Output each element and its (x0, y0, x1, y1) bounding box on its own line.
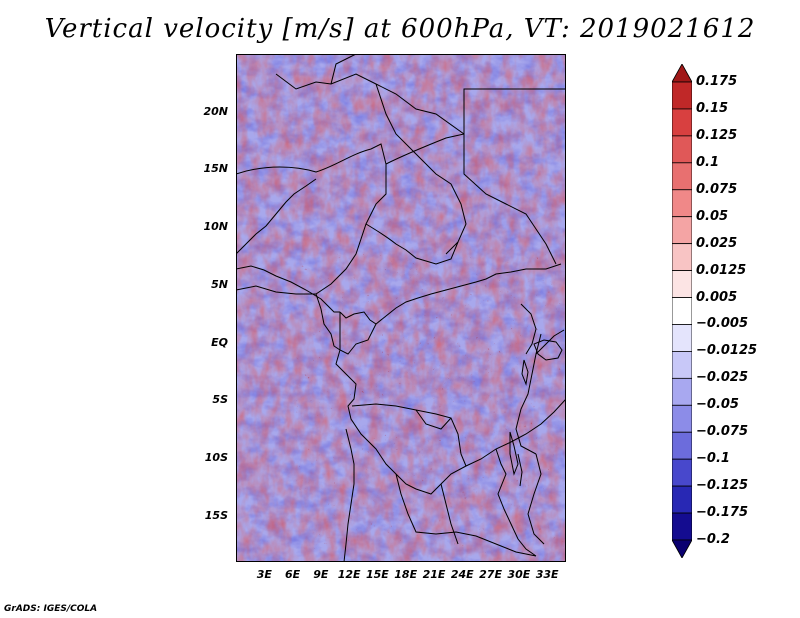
colorbar-swatch (671, 485, 693, 514)
colorbar-swatch (671, 270, 693, 298)
lon-tick-label: 27E (479, 568, 502, 581)
lat-tick-label: 15S (204, 508, 228, 522)
colorbar-tick-label: 0.125 (696, 127, 738, 143)
colorbar-tick-label: −0.0125 (696, 343, 758, 359)
colorbar-swatch (671, 458, 693, 487)
colorbar-tick-label: −0.025 (696, 370, 749, 386)
lon-tick-label: 6E (284, 568, 301, 581)
lon-tick-label: 3E (256, 568, 272, 581)
colorbar-swatch (671, 377, 693, 406)
colorbar-swatch (671, 81, 693, 110)
colorbar-tick-label: 0.075 (696, 181, 738, 197)
colorbar (671, 63, 693, 559)
lat-tick-label: EQ (211, 335, 228, 349)
colorbar-swatches (671, 63, 693, 559)
colorbar-tick-label: −0.125 (696, 478, 749, 494)
colorbar-swatch (671, 351, 693, 379)
colorbar-bottom-arrow (671, 539, 693, 559)
colorbar-swatch (671, 135, 693, 164)
colorbar-swatch (671, 324, 693, 352)
lat-tick-label: 15N (203, 162, 228, 176)
colorbar-tick-label: 0.175 (696, 74, 738, 89)
convective-speckle (296, 254, 566, 554)
colorbar-swatch (671, 243, 693, 271)
colorbar-swatch (671, 162, 693, 191)
lon-tick-label: 24E (450, 568, 474, 581)
colorbar-swatch (671, 512, 693, 541)
lon-tick-label: 33E (535, 568, 559, 581)
colorbar-tick-label: 0.0125 (696, 262, 747, 278)
lon-tick-label: 9E (313, 568, 329, 581)
colorbar-tick-label: 0.1 (696, 154, 720, 170)
colorbar-tick-label: 0.005 (696, 289, 738, 305)
colorbar-swatch (671, 431, 693, 460)
colorbar-swatch (671, 404, 693, 433)
lon-tick-label: 12E (337, 568, 361, 581)
colorbar-tick-label: 0.05 (696, 208, 729, 224)
plot-title: Vertical velocity [m/s] at 600hPa, VT: 2… (44, 14, 756, 44)
lakes (509, 339, 563, 487)
lat-tick-label: 5S (212, 393, 228, 407)
colorbar-tick-label: 0.15 (696, 100, 729, 116)
map-frame (236, 54, 566, 562)
lat-tick-label: 10N (203, 220, 228, 234)
colorbar-tick-label: −0.1 (696, 451, 730, 467)
colorbar-tick-label: −0.075 (696, 424, 749, 440)
lat-tick-label: 10S (204, 451, 228, 465)
colorbar-top-arrow (671, 63, 693, 83)
colorbar-tick-label: −0.005 (696, 316, 749, 332)
colorbar-tick-label: 0.025 (696, 235, 738, 251)
country-borders (236, 54, 566, 562)
lon-tick-label: 30E (507, 568, 531, 581)
lon-tick-label: 21E (422, 568, 446, 581)
colorbar-swatch (671, 189, 693, 218)
lat-tick-label: 5N (211, 277, 228, 291)
lat-tick-label: 20N (203, 104, 228, 118)
colorbar-tick-label: −0.05 (696, 397, 739, 413)
colorbar-swatch (671, 108, 693, 137)
credit-text: GrADS: IGES/COLA (4, 604, 98, 614)
map-panel (236, 54, 566, 562)
colorbar-swatch (671, 297, 693, 325)
colorbar-swatch (671, 216, 693, 245)
colorbar-tick-label: −0.2 (696, 532, 730, 547)
lon-tick-label: 18E (394, 568, 418, 581)
vertical-velocity-map (236, 54, 566, 562)
colorbar-tick-label: −0.175 (696, 505, 749, 521)
lon-tick-label: 15E (366, 568, 389, 581)
